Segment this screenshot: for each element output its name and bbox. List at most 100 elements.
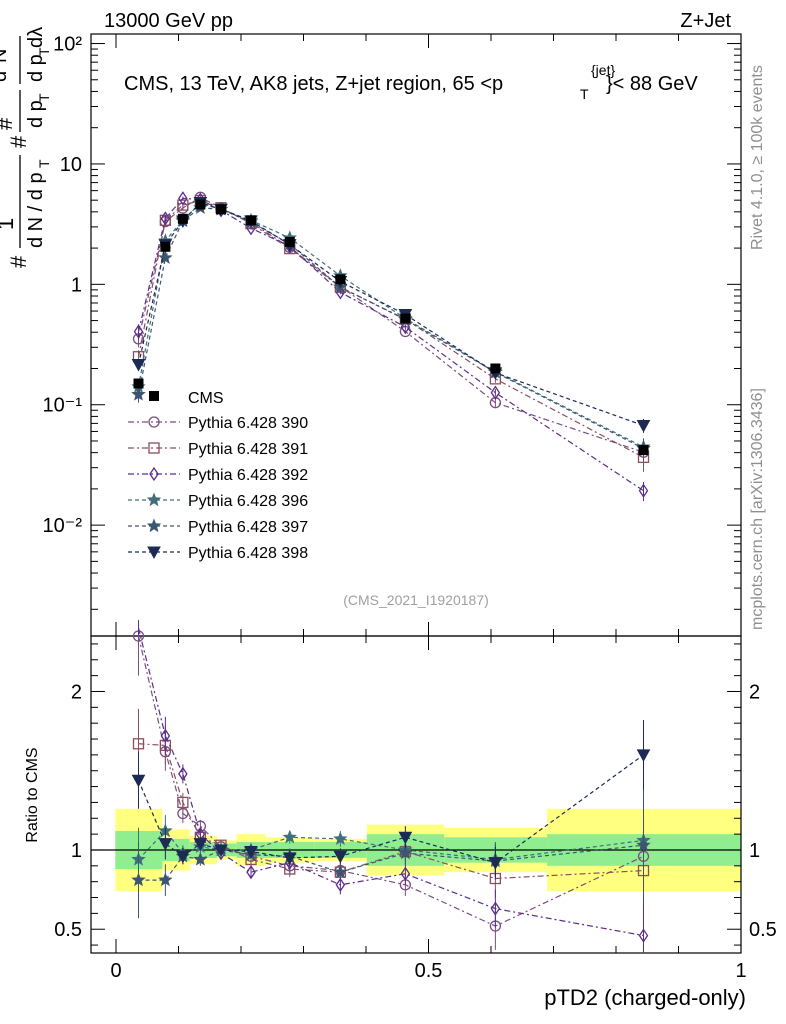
main-y-tick-label: 10⁻¹	[43, 395, 83, 417]
series-ratio-marker	[398, 845, 413, 860]
y-axis-label: # 1 d N / d p T # d p T # d 2 N d p T dλ	[0, 27, 52, 268]
cms-data-point	[335, 274, 346, 285]
series-ratio-marker	[214, 844, 228, 858]
series-main-marker	[400, 319, 411, 335]
x-tick-label: 1	[735, 960, 746, 982]
series-ratio-marker	[132, 738, 145, 750]
legend: CMS Pythia 6.428 390 Pythia 6.428 391 Pythi…	[128, 390, 308, 562]
cms-data-point	[195, 199, 206, 210]
y-label-hash-2: #	[6, 135, 31, 148]
series-ratio-marker	[177, 796, 189, 809]
series-main-marker	[178, 191, 188, 206]
x-tick-label: 0.5	[415, 960, 443, 982]
cms-data-point	[160, 241, 171, 252]
title-sup: {jet}	[591, 62, 615, 78]
ratio-y-tick-label-right: 2	[749, 681, 760, 703]
cms-data-point	[400, 313, 411, 324]
series-layer	[131, 191, 651, 953]
y-label-dpt: d p	[25, 100, 47, 128]
series-ratio-marker	[131, 872, 146, 887]
series-main-line	[137, 199, 644, 458]
y-label-t1: T	[36, 159, 52, 168]
analysis-id: (CMS_2021_I1920187)	[343, 592, 489, 608]
cms-data-point	[216, 204, 226, 215]
cms-data-point	[246, 215, 256, 226]
y-label-dpt-2: d p	[25, 54, 47, 82]
series-main-marker	[158, 250, 173, 265]
series-ratio-marker	[488, 857, 503, 870]
cms-data	[133, 199, 649, 456]
legend-label: Pythia 6.428 398	[188, 545, 308, 562]
series-ratio-marker	[178, 766, 188, 782]
series-ratio-marker	[490, 901, 501, 916]
legend-label: Pythia 6.428 392	[188, 467, 308, 484]
ratio-uncertainty-bands	[91, 808, 741, 892]
main-y-ticks: 10² 10 1 10⁻¹ 10⁻²	[43, 34, 741, 610]
series-ratio-marker	[333, 864, 348, 879]
y-label-t3: T	[36, 47, 52, 56]
series-ratio-marker	[400, 866, 411, 881]
y-label-d2n: d	[0, 71, 11, 82]
y-label-n: N	[0, 49, 11, 63]
legend-marker	[147, 546, 161, 560]
main-y-tick-label: 10	[60, 154, 82, 176]
series-main-marker	[133, 324, 144, 339]
series-ratio-marker	[193, 838, 208, 851]
y-label-t2: T	[36, 93, 52, 102]
ratio-y-tick-label-left: 2	[71, 681, 82, 703]
legend-label-cms: CMS	[188, 390, 224, 407]
legend-marker	[148, 442, 160, 454]
series-ratio-marker	[158, 872, 173, 887]
cms-data-point	[133, 378, 144, 389]
legend-marker	[146, 492, 162, 507]
legend-label: Pythia 6.428 397	[188, 519, 308, 536]
series-main-line	[137, 202, 644, 448]
series-main-marker	[131, 358, 146, 372]
series-main-line	[137, 207, 644, 450]
series-ratio-marker	[282, 829, 297, 844]
y-label-dn: d N / d p	[25, 172, 47, 248]
header-right: Z+Jet	[680, 10, 731, 32]
ratio-y-tick-label-right: 0.5	[749, 919, 777, 941]
legend-label: Pythia 6.428 390	[188, 415, 308, 432]
main-y-tick-label: 10²	[53, 34, 82, 56]
y-label-one: 1	[0, 218, 18, 230]
x-axis-label: pTD2 (charged-only)	[544, 985, 746, 1010]
cms-data-point	[638, 445, 649, 456]
y-label-hash-3: #	[0, 117, 17, 130]
series-ratio-marker	[246, 864, 256, 880]
ratio-plot-frame	[90, 635, 742, 954]
cms-data-point	[177, 213, 188, 224]
series-ratio-marker	[282, 852, 297, 865]
cms-data-point	[284, 236, 295, 247]
main-y-tick-label: 1	[71, 274, 82, 296]
ratio-y-label: Ratio to CMS	[24, 747, 41, 842]
series-main-line	[137, 196, 644, 453]
x-ticks: 0 0.5 1	[110, 34, 747, 982]
legend-marker	[149, 466, 159, 482]
legend-marker	[146, 518, 162, 533]
series-ratio-marker	[638, 928, 649, 943]
series-ratio-marker	[333, 831, 348, 845]
series-main-marker	[490, 385, 501, 400]
series-ratio-marker	[636, 749, 651, 762]
series-ratio-marker	[636, 837, 651, 852]
series-ratio-marker	[333, 850, 348, 864]
ratio-y-tick-label-right: 1	[749, 840, 760, 862]
series-ratio-line	[138, 743, 644, 880]
legend-marker-cms	[149, 391, 159, 401]
series-ratio-marker	[158, 838, 173, 851]
legend-marker	[148, 416, 160, 428]
series-ratio-line	[137, 627, 644, 937]
series-main-marker	[131, 386, 146, 401]
cms-data-point	[490, 363, 501, 374]
series-ratio-marker	[176, 850, 190, 864]
ratio-y-ticks: 0.5 0.5 1 1 2 2	[54, 643, 777, 946]
title-end: }< 88 GeV	[606, 73, 698, 95]
series-main-marker	[636, 420, 651, 433]
title-main: CMS, 13 TeV, AK8 jets, Z+jet region, 65 …	[124, 73, 503, 95]
series-ratio-marker	[131, 774, 146, 788]
y-label-dlambda: dλ	[25, 27, 47, 48]
title-sub: T	[580, 86, 589, 102]
